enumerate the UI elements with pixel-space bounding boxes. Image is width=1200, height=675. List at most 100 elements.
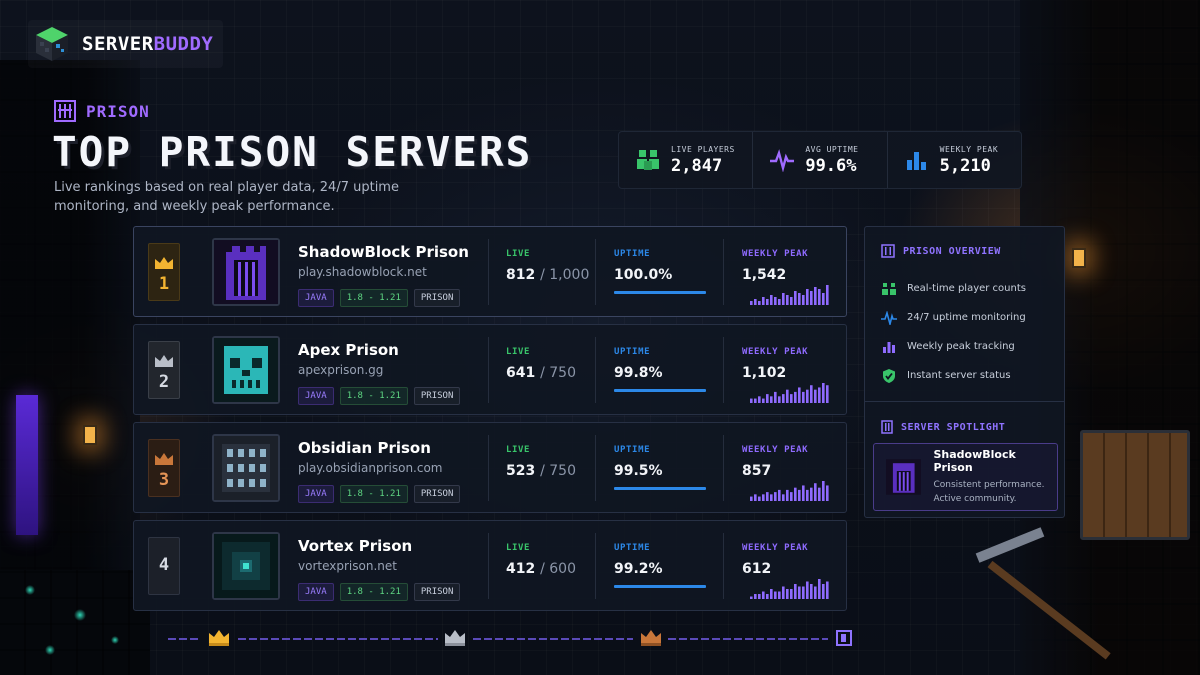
server-address[interactable]: vortexprison.net	[298, 559, 397, 573]
overview-header: PRISON OVERVIEW	[865, 227, 1064, 258]
sparkline-bar	[810, 487, 813, 501]
weekly-peak-column: WEEKLY PEAK 612	[742, 543, 808, 577]
silver-crown-icon	[445, 630, 465, 646]
sparkline-bar	[790, 589, 793, 599]
feature-item: Weekly peak tracking	[881, 332, 1064, 361]
sparkline-bar	[794, 487, 797, 501]
stat-value: 2,847	[671, 155, 723, 176]
sparkline-bar	[774, 492, 777, 501]
tag-version: 1.8 - 1.21	[339, 387, 408, 405]
sparkline-bar	[806, 289, 809, 305]
sparkline-bar	[750, 301, 753, 305]
sparkline-bar	[798, 489, 801, 501]
stat-label: LIVE PLAYERS	[671, 144, 735, 154]
feature-item: Instant server status	[881, 361, 1064, 390]
sparkline-bar	[778, 396, 781, 403]
weekly-peak-column: WEEKLY PEAK 1,102	[742, 347, 808, 381]
sparkline-bar	[766, 394, 769, 403]
prison-gate-icon	[214, 240, 278, 304]
sparkline-bar	[762, 494, 765, 501]
uptime-column: UPTIME 99.2%	[614, 543, 706, 588]
sparkline-bar	[802, 295, 805, 305]
brand-logo[interactable]: SERVERBUDDY	[28, 20, 223, 68]
brand-name-2: BUDDY	[153, 33, 214, 55]
server-name[interactable]: Obsidian Prison	[298, 439, 431, 457]
weekly-sparkline	[750, 285, 829, 305]
bar-chart-icon	[906, 152, 926, 170]
pulse-icon	[881, 310, 897, 325]
tag-edition: JAVA	[298, 289, 334, 307]
sparkline-bar	[818, 579, 821, 599]
server-row[interactable]: 2 Apex Prison apexprison.gg JAVA 1.8 - 1…	[133, 324, 847, 415]
minecart	[1080, 430, 1190, 540]
lantern-right-icon	[1072, 248, 1086, 268]
rank-badge: 1	[148, 243, 180, 301]
sparkline-bar	[786, 589, 789, 599]
live-column: LIVE 412 / 600	[506, 543, 576, 577]
rank-badge: 3	[148, 439, 180, 497]
live-max: / 750	[540, 463, 576, 479]
sparkline-bar	[810, 291, 813, 305]
server-name[interactable]: Vortex Prison	[298, 537, 413, 555]
server-tags: JAVA 1.8 - 1.21 PRISON	[298, 387, 461, 405]
pickaxe-handle	[987, 560, 1111, 660]
sparkline-bar	[822, 293, 825, 305]
sparkline-bar	[762, 297, 765, 305]
weekly-peak-value: 1,542	[742, 267, 787, 283]
weekly-sparkline	[750, 383, 829, 403]
feature-label: 24/7 uptime monitoring	[907, 312, 1026, 323]
sparkline-bar	[782, 293, 785, 305]
server-address[interactable]: play.obsidianprison.com	[298, 461, 443, 475]
sparkline-bar	[814, 586, 817, 599]
uptime-column: UPTIME 99.8%	[614, 347, 706, 392]
feature-label: Weekly peak tracking	[907, 341, 1015, 352]
stat-label: WEEKLY PEAK	[939, 144, 999, 154]
uptime-column: UPTIME 99.5%	[614, 445, 706, 490]
feature-label: Real-time player counts	[907, 283, 1026, 294]
sparkline-bar	[818, 387, 821, 403]
sparkline-bar	[806, 389, 809, 403]
server-row[interactable]: 4 Vortex Prison vortexprison.net JAVA 1.…	[133, 520, 847, 611]
server-address[interactable]: play.shadowblock.net	[298, 265, 427, 279]
server-tags: JAVA 1.8 - 1.21 PRISON	[298, 583, 461, 601]
stat-value: 5,210	[939, 155, 991, 176]
sparkline-bar	[774, 591, 777, 599]
tag-edition: JAVA	[298, 485, 334, 503]
pickaxe-head	[975, 527, 1045, 563]
server-name[interactable]: Apex Prison	[298, 341, 399, 359]
sparkline-bar	[798, 586, 801, 599]
sparkline-bar	[770, 295, 773, 305]
server-address[interactable]: apexprison.gg	[298, 363, 384, 377]
spotlight-server-name: ShadowBlock Prison	[933, 448, 1016, 474]
server-list: 1 ShadowBlock Prison play.shadowblock.ne…	[133, 226, 847, 618]
feature-item: 24/7 uptime monitoring	[881, 303, 1064, 332]
live-column: LIVE 812 / 1,000	[506, 249, 589, 283]
weekly-sparkline	[750, 481, 829, 501]
lantern-left-icon	[83, 425, 97, 445]
sparkline-bar	[758, 496, 761, 501]
weekly-peak-label: WEEKLY PEAK	[742, 347, 809, 357]
sparkline-bar	[758, 301, 761, 305]
sparkline-bar	[762, 591, 765, 599]
weekly-peak-label: WEEKLY PEAK	[742, 543, 809, 553]
live-count: 641	[506, 365, 536, 381]
sparkline-bar	[754, 494, 757, 501]
uptime-bar	[614, 487, 706, 490]
sparkline-bar	[750, 596, 753, 599]
tag-edition: JAVA	[298, 583, 334, 601]
sparkline-bar	[778, 591, 781, 599]
live-count: 412	[506, 561, 536, 577]
sparkline-bar	[778, 489, 781, 501]
live-column: LIVE 641 / 750	[506, 347, 576, 381]
spotlight-card[interactable]: ShadowBlock Prison Consistent performanc…	[873, 443, 1058, 511]
sparkline-bar	[754, 594, 757, 599]
rank-number: 1	[158, 274, 170, 294]
bar-chart-icon	[883, 341, 895, 353]
vortex-portal-icon	[214, 534, 278, 598]
server-row[interactable]: 1 ShadowBlock Prison play.shadowblock.ne…	[133, 226, 847, 317]
prison-bars-icon	[54, 100, 76, 122]
server-name[interactable]: ShadowBlock Prison	[298, 243, 469, 261]
server-thumbnail	[212, 532, 280, 600]
sparkline-bar	[798, 387, 801, 403]
server-row[interactable]: 3 Obsidian Prison play.obsidianprison.co…	[133, 422, 847, 513]
